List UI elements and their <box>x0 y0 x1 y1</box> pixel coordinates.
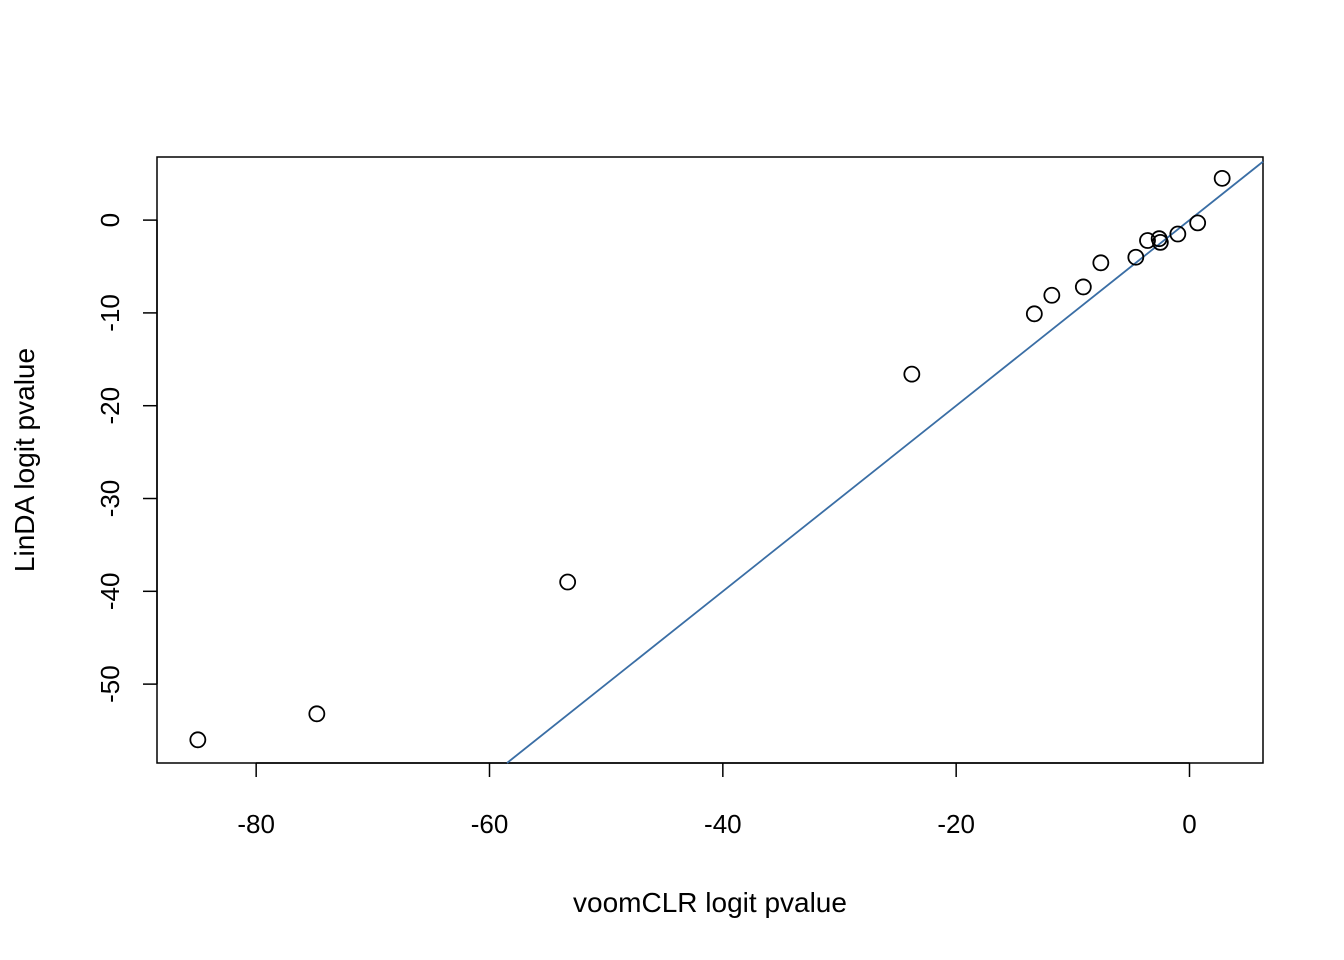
y-tick-label: -40 <box>95 573 125 611</box>
data-point <box>308 705 326 723</box>
y-tick-label: -50 <box>95 665 125 703</box>
x-axis: -80 -60 -40 -20 0 <box>237 762 1197 839</box>
data-point <box>1074 278 1092 296</box>
data-point <box>189 731 207 749</box>
plot-frame <box>156 156 1264 764</box>
x-tick-label: -20 <box>937 809 975 839</box>
y-tick-label: -10 <box>95 294 125 332</box>
reference-line <box>506 160 1264 764</box>
data-point <box>1043 286 1061 304</box>
x-tick-label: -40 <box>704 809 742 839</box>
data-point <box>1189 214 1207 232</box>
y-axis-title: LinDA logit pvalue <box>9 348 40 572</box>
data-point <box>1169 225 1187 243</box>
y-axis: -50 -40 -30 -20 -10 0 <box>95 213 158 703</box>
data-point <box>1213 169 1231 187</box>
y-tick-label: 0 <box>95 213 125 227</box>
y-tick-label: -30 <box>95 480 125 518</box>
x-tick-label: 0 <box>1182 809 1196 839</box>
data-point <box>1025 305 1043 323</box>
data-point <box>1139 232 1156 249</box>
x-axis-title: voomCLR logit pvalue <box>573 887 847 918</box>
data-point <box>1127 248 1145 266</box>
y-tick-label: -20 <box>95 387 125 425</box>
x-tick-label: -60 <box>471 809 509 839</box>
x-tick-label: -80 <box>237 809 275 839</box>
reference-line-layer <box>506 160 1264 764</box>
data-point <box>559 573 577 591</box>
data-point <box>1092 254 1110 272</box>
data-point <box>1151 233 1169 251</box>
points-layer <box>189 169 1231 749</box>
data-point <box>903 365 921 383</box>
